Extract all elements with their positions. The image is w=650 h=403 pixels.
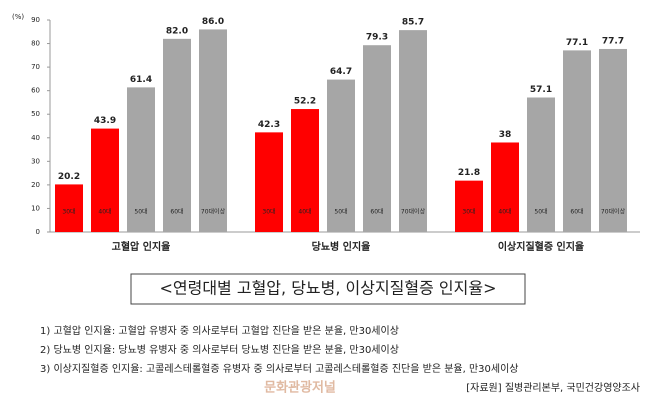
series-label: 40대 bbox=[298, 208, 311, 216]
value-label: 82.0 bbox=[166, 26, 188, 36]
value-label: 85.7 bbox=[402, 18, 424, 28]
watermark: 문화관광저널 bbox=[264, 380, 336, 396]
series-label: 50대 bbox=[534, 208, 547, 216]
value-label: 61.4 bbox=[130, 75, 152, 85]
bar bbox=[199, 29, 227, 232]
value-label: 57.1 bbox=[530, 85, 552, 95]
y-tick-label: 20 bbox=[31, 181, 40, 189]
bar bbox=[363, 45, 391, 233]
bar bbox=[399, 30, 427, 232]
bar bbox=[255, 132, 283, 232]
bar bbox=[127, 87, 155, 232]
series-label: 70대이상 bbox=[601, 208, 626, 216]
note: 3) 이상지질혈증 인지율: 고콜레스테롤혈증 유병자 중 의사로부터 고콜레스… bbox=[40, 362, 519, 375]
series-label: 60대 bbox=[170, 208, 183, 216]
x-tick-label: 고혈압 인지율 bbox=[112, 240, 171, 253]
value-label: 38 bbox=[499, 130, 512, 140]
y-tick-label: 40 bbox=[31, 134, 40, 142]
value-label: 20.2 bbox=[58, 172, 80, 182]
value-label: 79.3 bbox=[366, 33, 388, 43]
series-label: 50대 bbox=[334, 208, 347, 216]
bar bbox=[455, 180, 483, 232]
y-tick-label: 70 bbox=[31, 63, 40, 71]
y-tick-label: 80 bbox=[31, 40, 40, 48]
source: [자료원] 질병관리본부, 국민건강영양조사 bbox=[466, 382, 640, 394]
bar bbox=[163, 38, 191, 232]
series-label: 50대 bbox=[134, 208, 147, 216]
y-tick-label: 50 bbox=[31, 110, 40, 118]
value-label: 52.2 bbox=[294, 97, 316, 107]
y-unit: (%) bbox=[12, 13, 24, 21]
caption-box bbox=[130, 273, 526, 305]
series-label: 40대 bbox=[98, 208, 111, 216]
y-tick-label: 90 bbox=[31, 16, 40, 24]
value-label: 21.8 bbox=[458, 168, 480, 178]
bar bbox=[291, 109, 319, 232]
value-label: 77.1 bbox=[566, 38, 588, 48]
series-label: 30대 bbox=[262, 208, 275, 216]
note: 2) 당뇨병 인지율: 당뇨병 유병자 중 의사로부터 당뇨병 진단을 받은 분… bbox=[40, 344, 399, 356]
value-label: 42.3 bbox=[258, 120, 280, 130]
value-label: 43.9 bbox=[94, 116, 116, 126]
series-label: 60대 bbox=[370, 208, 383, 216]
bar bbox=[527, 97, 555, 233]
caption: <연령대별 고혈압, 당뇨병, 이상지질혈증 인지율> bbox=[159, 279, 496, 298]
y-tick-label: 10 bbox=[31, 204, 40, 212]
y-tick-label: 30 bbox=[31, 157, 40, 165]
bar bbox=[55, 184, 83, 232]
series-label: 70대이상 bbox=[401, 208, 426, 216]
note: 1) 고혈압 인지율: 고혈압 유병자 중 의사로부터 고혈압 진단을 받은 분… bbox=[40, 324, 399, 337]
bar bbox=[599, 48, 627, 233]
x-tick-label: 이상지질혈증 인지율 bbox=[498, 240, 584, 253]
y-tick-label: 0 bbox=[36, 228, 40, 236]
value-label: 77.7 bbox=[602, 36, 624, 46]
series-label: 40대 bbox=[498, 208, 511, 216]
y-tick-label: 60 bbox=[31, 87, 40, 95]
value-label: 86.0 bbox=[202, 17, 224, 27]
series-label: 30대 bbox=[462, 208, 475, 216]
series-label: 70대이상 bbox=[201, 208, 226, 216]
series-label: 30대 bbox=[62, 208, 75, 216]
bar bbox=[327, 79, 355, 233]
x-tick-label: 당뇨병 인지율 bbox=[312, 240, 371, 253]
bar bbox=[563, 50, 591, 233]
value-label: 64.7 bbox=[330, 67, 352, 77]
bar bbox=[491, 142, 519, 232]
bar bbox=[91, 128, 119, 232]
series-label: 60대 bbox=[570, 208, 583, 216]
